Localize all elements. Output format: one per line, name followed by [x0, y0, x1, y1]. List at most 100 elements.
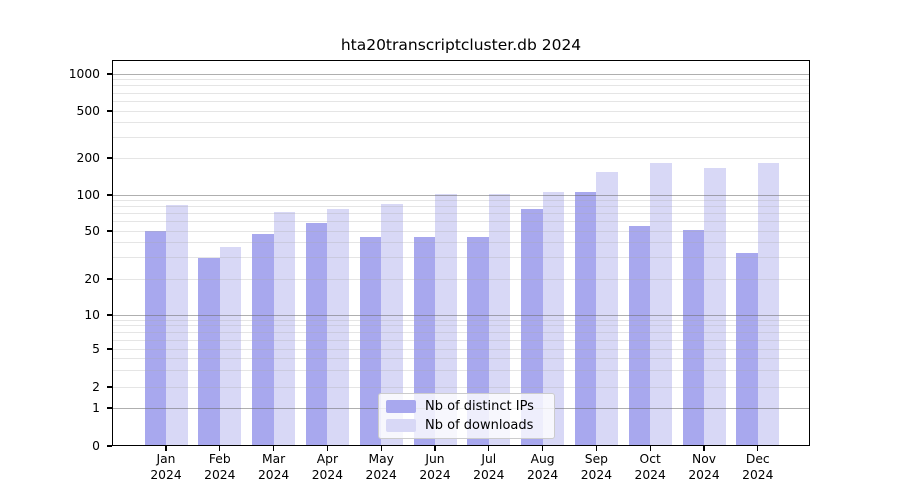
bar-downloads-jul: [488, 194, 511, 446]
y-tick: [107, 278, 112, 280]
bar-distinct-ips-dec: [736, 252, 758, 446]
x-tick-label: Apr 2024: [297, 452, 357, 483]
x-tick-label-year: 2024: [419, 467, 451, 482]
x-tick: [595, 446, 597, 451]
legend-item-downloads: Nb of downloads: [386, 418, 547, 433]
x-tick-label-month: Feb: [208, 452, 231, 466]
gridline-minor: [113, 136, 809, 138]
x-tick-label-month: May: [368, 452, 394, 466]
x-tick-label: Mar 2024: [244, 452, 304, 483]
chart-title: hta20transcriptcluster.db 2024: [340, 36, 582, 54]
bar-downloads-may: [381, 204, 403, 446]
x-tick-label-month: Sep: [584, 452, 608, 466]
x-tick-label: Jul 2024: [459, 452, 519, 483]
gridline-minor: [113, 206, 809, 208]
y-tick-label: 1000: [68, 67, 100, 81]
x-tick-label-year: 2024: [580, 467, 613, 482]
x-tick-label: Sep 2024: [566, 452, 626, 483]
x-tick-label: Jan 2024: [136, 452, 196, 483]
gridline-minor: [113, 369, 809, 371]
gridline-minor: [113, 257, 809, 259]
x-tick-label-month: Nov: [692, 452, 716, 466]
y-tick: [107, 110, 112, 112]
x-tick-label: Jun 2024: [405, 452, 465, 483]
bar-downloads-nov: [704, 167, 726, 446]
gridline-minor: [113, 110, 809, 112]
bar-downloads-apr: [327, 208, 349, 446]
bar-distinct-ips-oct: [628, 226, 651, 446]
bar-distinct-ips-may: [359, 236, 382, 446]
gridline-minor: [113, 121, 809, 123]
bar-downloads-jan: [166, 204, 188, 446]
gridline-minor: [113, 331, 809, 333]
x-tick-label: Feb 2024: [190, 452, 250, 483]
bar-downloads-dec: [757, 162, 780, 446]
x-tick-label-year: 2024: [634, 467, 666, 482]
bar-downloads-sep: [596, 171, 618, 446]
x-tick-label-year: 2024: [688, 467, 720, 482]
x-tick-label: Oct 2024: [620, 452, 680, 483]
bar-downloads-jun: [435, 194, 457, 446]
x-tick-label-year: 2024: [204, 467, 236, 482]
x-tick-label: May 2024: [351, 452, 411, 483]
y-tick-label: 100: [76, 188, 100, 202]
bar-downloads-oct: [650, 162, 672, 446]
bar-downloads-mar: [273, 212, 296, 446]
bar-distinct-ips-sep: [574, 192, 597, 446]
gridline-minor: [113, 79, 809, 81]
gridline-minor: [113, 85, 809, 87]
x-tick-label: Nov 2024: [674, 452, 734, 483]
y-tick: [107, 386, 112, 388]
x-tick-label-month: Jun: [425, 452, 445, 466]
gridline-minor: [113, 242, 809, 244]
gridline-minor: [113, 199, 809, 201]
gridline-major: [113, 73, 809, 75]
y-tick: [107, 157, 112, 159]
y-tick: [107, 73, 112, 75]
y-tick-label: 1: [92, 401, 100, 415]
legend-label-distinct-ips: Nb of distinct IPs: [425, 399, 534, 415]
x-tick-label-year: 2024: [150, 467, 182, 482]
x-tick: [165, 446, 167, 451]
y-tick-label: 2: [92, 380, 100, 394]
bar-distinct-ips-nov: [682, 229, 704, 446]
gridline-minor: [113, 213, 809, 215]
legend: Nb of distinct IPs Nb of downloads: [378, 393, 555, 439]
x-tick-label-year: 2024: [473, 467, 505, 482]
x-tick: [703, 446, 705, 451]
y-tick: [107, 314, 112, 316]
y-tick-label: 200: [76, 151, 100, 165]
x-tick-label-month: Mar: [261, 452, 286, 466]
bar-distinct-ips-jan: [144, 231, 166, 446]
x-tick-label-year: 2024: [526, 467, 559, 482]
y-tick-label: 5: [92, 342, 100, 356]
x-tick-label-year: 2024: [742, 467, 774, 482]
gridline-minor: [113, 386, 809, 388]
bar-distinct-ips-apr: [305, 223, 328, 446]
x-tick: [326, 446, 328, 451]
x-tick-label-year: 2024: [311, 467, 344, 482]
x-tick-label: Dec 2024: [728, 452, 788, 483]
x-tick-label-month: Apr: [316, 452, 339, 466]
x-tick-label-year: 2024: [365, 467, 397, 482]
gridline-minor: [113, 230, 809, 232]
gridline-minor: [113, 157, 809, 159]
gridline-minor: [113, 325, 809, 327]
gridline-minor: [113, 357, 809, 359]
y-tick: [107, 230, 112, 232]
gridline-minor: [113, 92, 809, 94]
y-tick: [107, 445, 112, 447]
gridline-major: [113, 194, 809, 196]
bar-distinct-ips-feb: [198, 257, 220, 446]
y-tick-label: 10: [84, 308, 100, 322]
legend-item-distinct-ips: Nb of distinct IPs: [386, 399, 547, 414]
legend-label-downloads: Nb of downloads: [425, 417, 534, 433]
x-tick: [380, 446, 382, 451]
bar-downloads-aug: [542, 192, 565, 446]
y-tick: [107, 407, 112, 409]
bar-distinct-ips-aug: [521, 209, 543, 446]
x-tick: [542, 446, 544, 451]
y-tick-label: 0: [92, 439, 100, 453]
x-tick: [434, 446, 436, 451]
x-tick: [649, 446, 651, 451]
